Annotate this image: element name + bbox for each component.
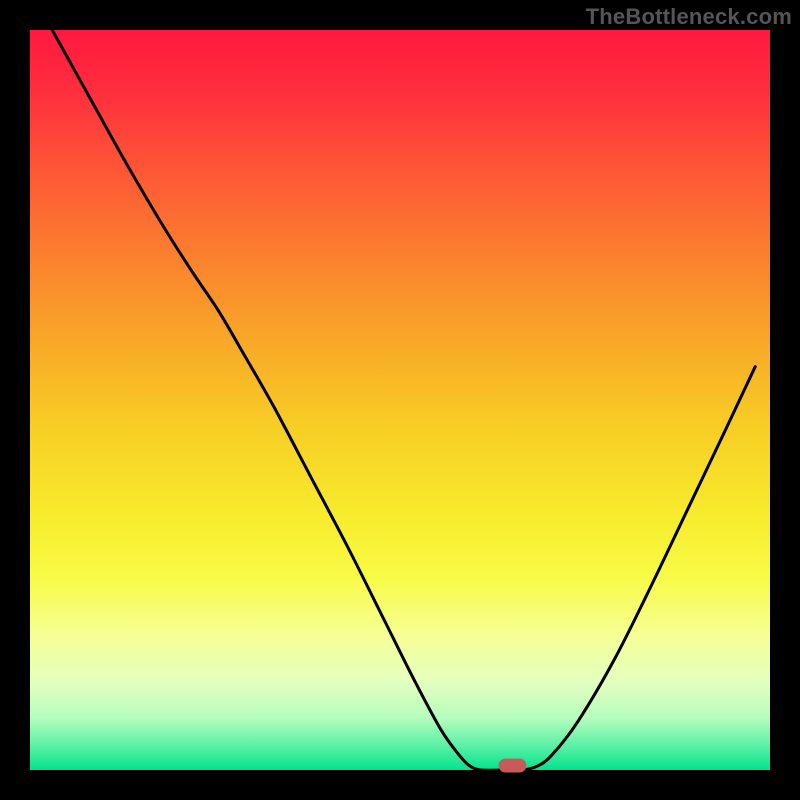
optimal-marker [498, 759, 526, 773]
watermark-label: TheBottleneck.com [586, 4, 792, 30]
chart-gradient-background [30, 30, 770, 770]
bottleneck-chart: TheBottleneck.com [0, 0, 800, 800]
chart-canvas [0, 0, 800, 800]
